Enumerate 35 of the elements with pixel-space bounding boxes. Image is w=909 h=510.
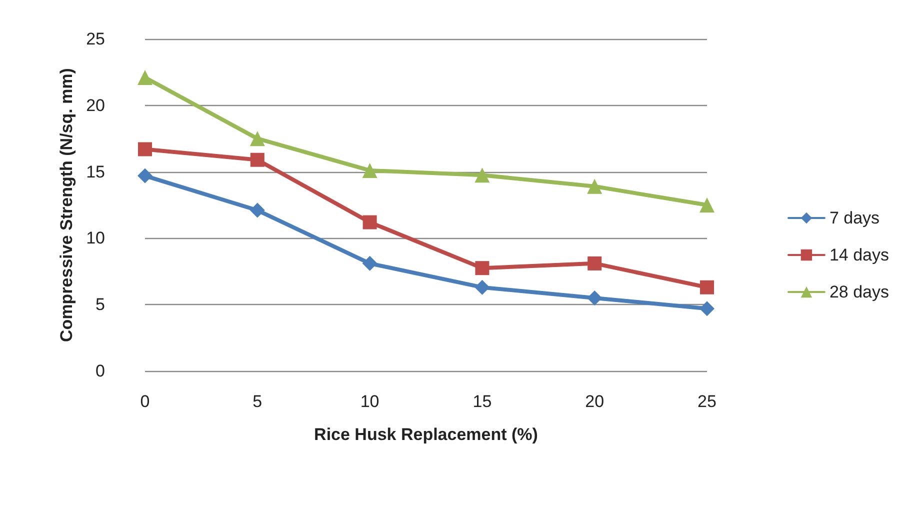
x-tick-label: 25 bbox=[698, 392, 716, 411]
y-axis-title: Compressive Strength (N/sq. mm) bbox=[57, 68, 76, 342]
point bbox=[474, 280, 490, 295]
legend-label: 28 days bbox=[829, 282, 890, 302]
y-tick-label: 20 bbox=[86, 96, 105, 115]
x-tick-label: 20 bbox=[585, 392, 604, 411]
point bbox=[362, 256, 378, 271]
point bbox=[250, 202, 265, 218]
legend-label: 14 days bbox=[829, 246, 890, 264]
point bbox=[587, 178, 602, 194]
point bbox=[700, 301, 714, 316]
point bbox=[700, 280, 714, 294]
point bbox=[362, 215, 377, 230]
y-tick-label: 5 bbox=[96, 295, 105, 314]
point bbox=[250, 152, 264, 167]
point bbox=[587, 290, 602, 306]
x-tick-label: 0 bbox=[140, 392, 150, 411]
point bbox=[250, 131, 265, 146]
x-tick-label: 10 bbox=[360, 392, 380, 411]
y-tick-label: 15 bbox=[86, 162, 105, 182]
point bbox=[138, 168, 152, 184]
point bbox=[474, 168, 490, 183]
y-tick-label: 0 bbox=[96, 362, 105, 380]
x-axis-title: Rice Husk Replacement (%) bbox=[314, 425, 538, 444]
point bbox=[588, 256, 602, 270]
point bbox=[362, 162, 378, 178]
y-tick-label: 10 bbox=[86, 228, 105, 248]
point bbox=[475, 261, 490, 276]
x-tick-label: 5 bbox=[252, 392, 262, 411]
point bbox=[138, 70, 152, 86]
legend-label: 7 days bbox=[829, 208, 880, 228]
x-tick-label: 15 bbox=[472, 392, 492, 411]
y-tick-label: 25 bbox=[86, 30, 105, 48]
point bbox=[700, 198, 714, 212]
point bbox=[138, 142, 152, 156]
